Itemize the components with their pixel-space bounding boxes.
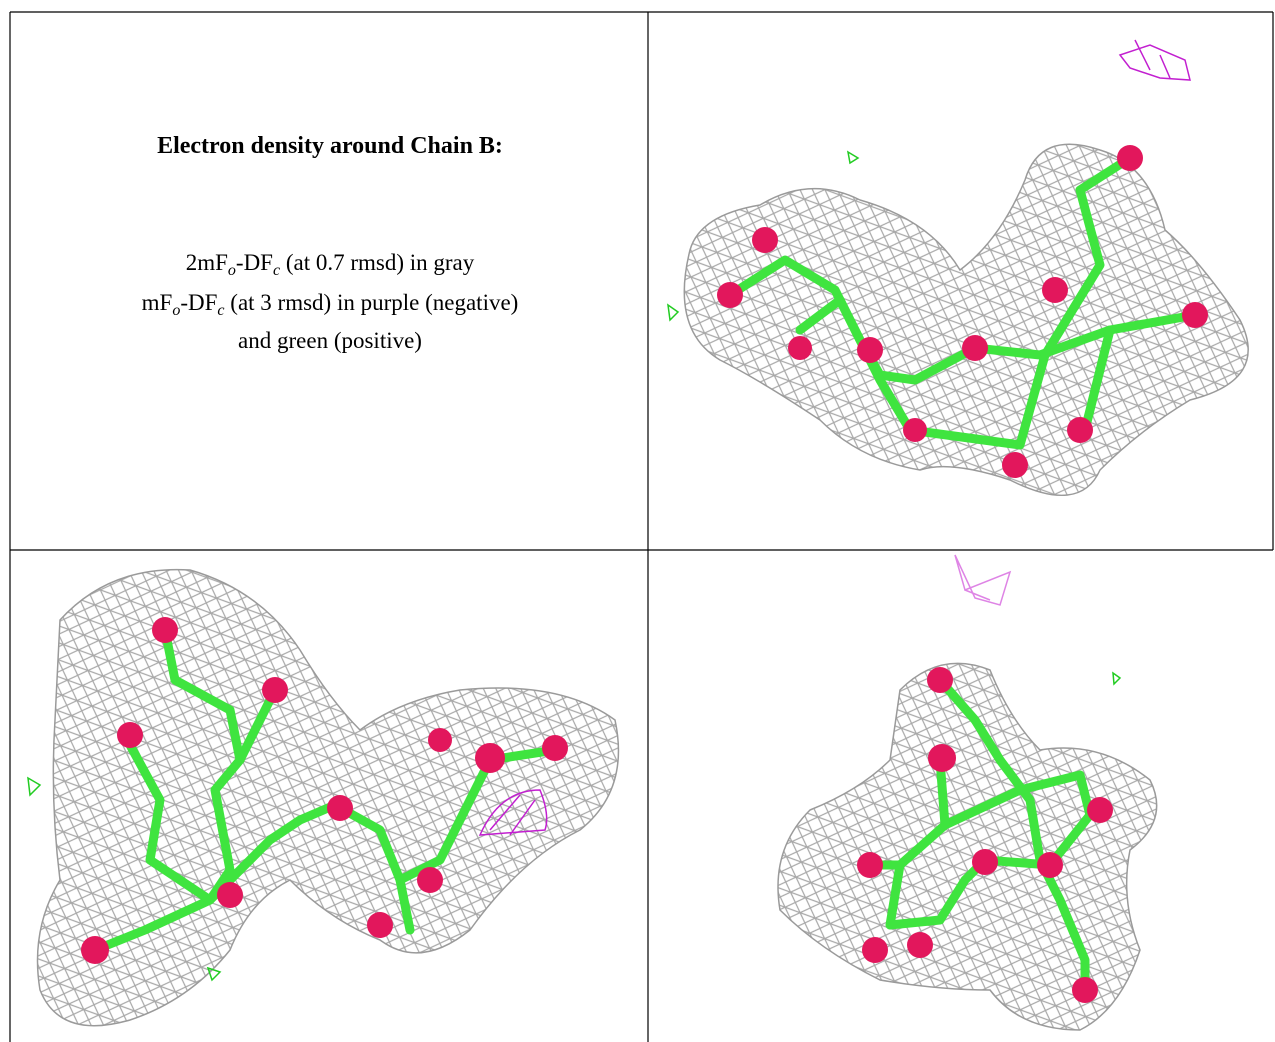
caption-text: -DF: [180, 290, 217, 315]
caption-text: mF: [142, 290, 173, 315]
bond: [395, 745, 560, 885]
atom: [327, 795, 353, 821]
caption-text: and green (positive): [238, 328, 422, 353]
negative-density: [954, 554, 1012, 606]
bond: [725, 255, 1200, 385]
atom: [903, 418, 927, 442]
density-mesh: [683, 143, 1249, 497]
caption-text: (at 0.7 rmsd) in gray: [280, 250, 475, 275]
atom: [1067, 417, 1093, 443]
atom: [862, 937, 888, 963]
panel-top-right: [667, 39, 1249, 497]
bond: [1080, 325, 1115, 435]
table-borders: [9, 11, 1274, 1042]
subscript: c: [273, 262, 280, 279]
caption-title: Electron density around Chain B:: [157, 133, 503, 159]
atom: [857, 852, 883, 878]
negative-density: [1118, 39, 1191, 81]
atom: [1117, 145, 1143, 171]
atom: [907, 932, 933, 958]
atom: [1072, 977, 1098, 1003]
positive-density: [1112, 671, 1122, 686]
atom: [475, 743, 505, 773]
density-mesh: [36, 568, 620, 1027]
caption-text: (at 3 rmsd) in purple (negative): [225, 290, 519, 315]
bond: [90, 625, 245, 955]
atom: [262, 677, 288, 703]
atom: [417, 867, 443, 893]
atom: [1002, 452, 1028, 478]
panel-bottom-right: [777, 554, 1158, 1031]
bond: [795, 153, 1135, 450]
subscript: o: [172, 302, 180, 319]
atom: [367, 912, 393, 938]
atom: [928, 744, 956, 772]
atom: [1042, 277, 1068, 303]
atom: [717, 282, 743, 308]
atom: [428, 728, 452, 752]
atom: [962, 335, 988, 361]
atom: [972, 849, 998, 875]
caption-line: mFo-DFc (at 3 rmsd) in purple (negative): [142, 290, 519, 319]
bond: [865, 770, 1095, 930]
atom: [752, 227, 778, 253]
positive-density: [27, 776, 222, 982]
subscript: c: [217, 302, 224, 319]
atom: [152, 617, 178, 643]
atom: [217, 882, 243, 908]
bond: [235, 685, 280, 765]
atom: [857, 337, 883, 363]
positive-density: [667, 150, 860, 322]
bond: [935, 675, 1090, 995]
atom: [117, 722, 143, 748]
bond: [125, 740, 415, 935]
caption-line: 2mFo-DFc (at 0.7 rmsd) in gray: [186, 250, 475, 279]
atom: [1087, 797, 1113, 823]
density-mesh: [777, 662, 1158, 1031]
atom: [788, 336, 812, 360]
caption-text: -DF: [236, 250, 273, 275]
panel-bottom-left: [27, 568, 620, 1027]
atom: [1182, 302, 1208, 328]
caption-text: 2mF: [186, 250, 228, 275]
atom: [1037, 852, 1063, 878]
atom: [927, 667, 953, 693]
negative-density: [478, 789, 548, 836]
atom: [542, 735, 568, 761]
subscript: o: [228, 262, 236, 279]
caption-line: and green (positive): [238, 328, 422, 353]
atom: [81, 936, 109, 964]
